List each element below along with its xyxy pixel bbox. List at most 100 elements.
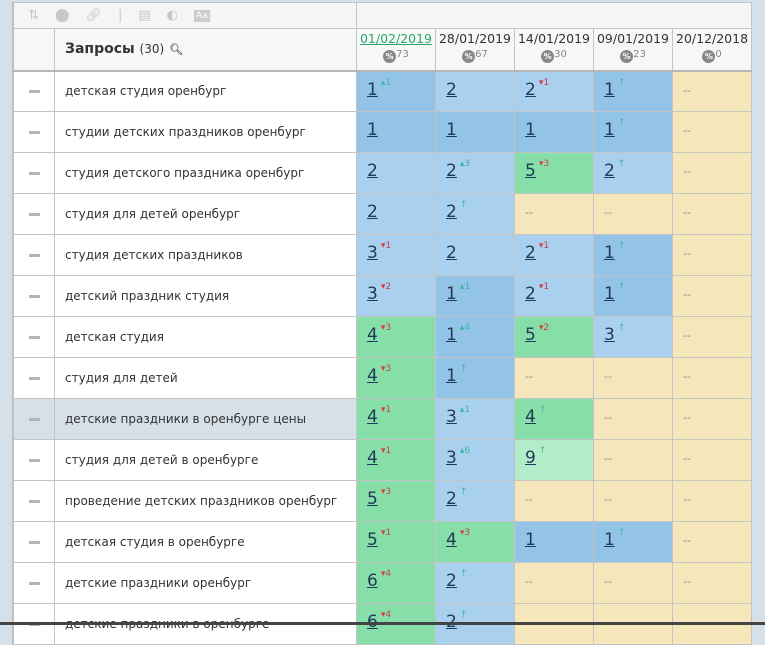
dash-icon [28, 253, 40, 257]
position-link[interactable]: 1 [604, 243, 615, 263]
position-cell-empty: -- [671, 275, 753, 317]
position-link[interactable]: 5 [525, 161, 536, 181]
position-link[interactable]: 2 [604, 161, 615, 181]
position-link[interactable]: 2 [367, 161, 378, 181]
date-column-header[interactable]: 14/01/2019% 30 [514, 28, 594, 72]
position-cell: 4 ▾1 [356, 398, 436, 440]
table-row[interactable]: детские праздники в оренбурге цены 4 ▾1 3 ▴1… [13, 398, 753, 440]
position-cell-empty: -- [671, 439, 753, 481]
date-column-header[interactable]: 20/12/2018% 0 [671, 28, 753, 72]
remove-handle[interactable] [13, 275, 55, 317]
position-link[interactable]: 2 [525, 284, 536, 304]
position-link[interactable]: 4 [525, 407, 536, 427]
position-link[interactable]: 1 [604, 120, 615, 140]
remove-handle[interactable] [13, 521, 55, 563]
table-row[interactable]: детская студия 4 ▾3 1 ▴4 5 ▾2 3 ↑ -- [13, 316, 753, 358]
remove-handle[interactable] [13, 234, 55, 276]
position-link[interactable]: 2 [446, 243, 457, 263]
position-link[interactable]: 4 [367, 325, 378, 345]
position-link[interactable]: 1 [525, 120, 536, 140]
position-link[interactable]: 5 [367, 489, 378, 509]
position-link[interactable]: 4 [367, 407, 378, 427]
table-row[interactable]: детские праздники оренбург 6 ▾4 2 ↑ -- -- -- [13, 562, 753, 604]
position-link[interactable]: 1 [446, 120, 457, 140]
percent-icon: % [702, 50, 716, 63]
remove-handle[interactable] [13, 193, 55, 235]
position-link[interactable]: 2 [446, 489, 457, 509]
position-link[interactable]: 3 [367, 284, 378, 304]
date-column-header[interactable]: 28/01/2019% 67 [435, 28, 515, 72]
table-row[interactable]: студия для детей оренбург 2 2 ↑ -- -- -- [13, 193, 753, 235]
font-icon[interactable]: Aa [194, 9, 210, 22]
position-link[interactable]: 9 [525, 448, 536, 468]
remove-handle[interactable] [13, 152, 55, 194]
toggle-icon[interactable]: ⬤ [54, 8, 70, 23]
table-row[interactable]: студия для детей 4 ▾3 1 ↑ -- -- -- [13, 357, 753, 399]
query-text: студия для детей оренбург [54, 193, 357, 235]
position-link[interactable]: 4 [367, 448, 378, 468]
position-link[interactable]: 3 [367, 243, 378, 263]
position-link[interactable]: 1 [367, 79, 378, 100]
window-icon[interactable]: ▤ [138, 8, 151, 23]
date-label[interactable]: 28/01/2019 [438, 31, 512, 46]
date-label[interactable]: 14/01/2019 [517, 31, 591, 46]
position-cell-empty: -- [593, 193, 673, 235]
remove-handle[interactable] [13, 357, 55, 399]
position-link[interactable]: 2 [446, 161, 457, 181]
percent-value: 23 [633, 49, 646, 60]
table-row[interactable]: студия детского праздника оренбург 2 2 ▴3 5 ▾… [13, 152, 753, 194]
table-row[interactable]: студия детских праздников 3 ▾1 2 2 ▾1 1 ↑ -- [13, 234, 753, 276]
position-link[interactable]: 1 [446, 366, 457, 386]
remove-handle[interactable] [13, 70, 55, 112]
position-link[interactable]: 5 [367, 530, 378, 550]
table-row[interactable]: студии детских праздников оренбург 1 1 1 1 ↑ -… [13, 111, 753, 153]
position-link[interactable]: 1 [604, 530, 615, 550]
dash-icon [28, 581, 40, 585]
date-label[interactable]: 20/12/2018 [676, 31, 749, 46]
table-row[interactable]: детская студия в оренбурге 5 ▾1 4 ▾3 1 1 ↑ -- [13, 521, 753, 563]
queries-header[interactable]: Запросы (30) 🔍︎ [54, 28, 357, 72]
position-link[interactable]: 4 [367, 366, 378, 386]
position-link[interactable]: 3 [446, 407, 457, 427]
remove-handle[interactable] [13, 316, 55, 358]
table-row[interactable]: проведение детских праздников оренбург 5 ▾… [13, 480, 753, 522]
position-link[interactable]: 2 [446, 202, 457, 222]
rankings-table-container: ⇅ ⬤ 🔗︎ | ▤ ◐ Aa Запросы (30) 🔍︎ 01/02/20… [12, 2, 753, 645]
position-link[interactable]: 1 [525, 530, 536, 550]
position-link[interactable]: 2 [367, 202, 378, 222]
date-label[interactable]: 01/02/2019 [359, 31, 433, 46]
position-link[interactable]: 1 [604, 79, 615, 100]
position-link[interactable]: 3 [604, 325, 615, 345]
date-column-header[interactable]: 01/02/2019% 73 [356, 28, 436, 72]
remove-handle[interactable] [13, 562, 55, 604]
position-link[interactable]: 6 [367, 571, 378, 591]
position-cell: 1 ↑ [435, 357, 515, 399]
position-link[interactable]: 3 [446, 448, 457, 468]
position-link[interactable]: 1 [446, 325, 457, 345]
position-link[interactable]: 4 [446, 530, 457, 550]
position-link[interactable]: 1 [604, 284, 615, 304]
position-change: ↑ [617, 77, 626, 88]
position-link[interactable]: 2 [446, 79, 457, 100]
remove-handle[interactable] [13, 111, 55, 153]
position-link[interactable]: 1 [446, 284, 457, 304]
position-link[interactable]: 1 [367, 120, 378, 140]
table-row[interactable]: детский праздник студия 3 ▾2 1 ▴1 2 ▾1 1 ↑ -- [13, 275, 753, 317]
position-link[interactable]: 2 [525, 79, 536, 100]
table-row[interactable]: студия для детей в оренбурге 4 ▾1 3 ▴6 9 ↑ -- -- [13, 439, 753, 481]
remove-handle[interactable] [13, 480, 55, 522]
sort-icon[interactable]: ⇅ [28, 8, 39, 23]
position-cell: 1 ↑ [593, 111, 673, 153]
position-link[interactable]: 2 [446, 571, 457, 591]
position-link[interactable]: 2 [525, 243, 536, 263]
remove-handle[interactable] [13, 398, 55, 440]
position-link[interactable]: 5 [525, 325, 536, 345]
link-icon[interactable]: 🔗︎ [85, 8, 102, 23]
date-column-header[interactable]: 09/01/2019% 23 [593, 28, 673, 72]
table-row[interactable]: детская студия оренбург 1 ▴1 2 2 ▾1 1 ↑ -- [13, 70, 753, 112]
search-icon[interactable]: 🔍︎ [169, 43, 184, 57]
dash-icon [28, 458, 40, 462]
date-label[interactable]: 09/01/2019 [596, 31, 670, 46]
remove-handle[interactable] [13, 439, 55, 481]
contrast-icon[interactable]: ◐ [166, 8, 179, 23]
